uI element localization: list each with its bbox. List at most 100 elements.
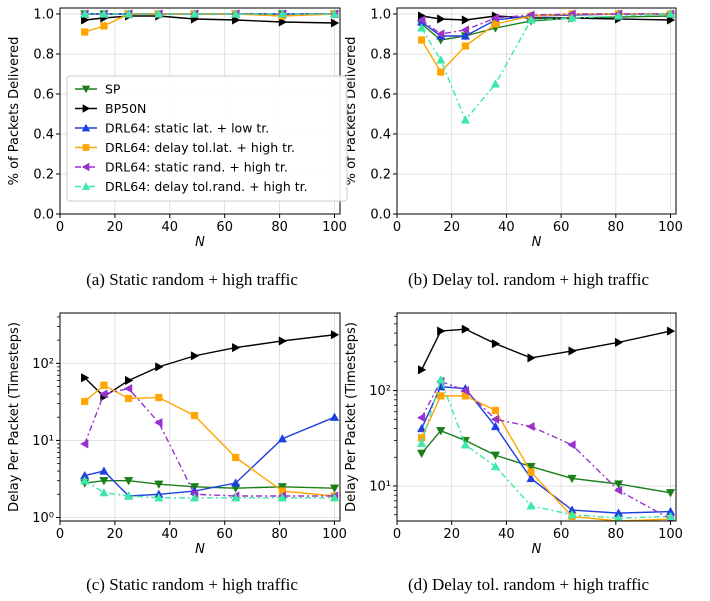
- x-tick-label: 60: [216, 527, 233, 542]
- data-point: [231, 493, 241, 502]
- data-point: [418, 365, 427, 375]
- series-group: [416, 9, 676, 124]
- series-line: [420, 385, 671, 514]
- legend-item: DRL64: delay tol.lat. + high tr.: [75, 140, 295, 155]
- panel-caption: (d) Delay tol. random + high traffic: [408, 575, 650, 594]
- series-line: [420, 380, 671, 520]
- legend-label: BP50N: [105, 101, 146, 116]
- series-line: [84, 480, 335, 489]
- panel-caption: (c) Static random + high traffic: [86, 575, 298, 594]
- data-point: [189, 493, 200, 502]
- series-line: [84, 387, 335, 497]
- legend: SP BP50N DRL64: static lat. + low tr. DRL64…: [66, 75, 348, 202]
- data-point: [100, 381, 108, 389]
- data-point: [665, 511, 676, 521]
- series-line: [421, 13, 671, 74]
- data-point: [232, 453, 240, 462]
- data-point: [490, 414, 500, 424]
- y-tick-label: 0.4: [33, 128, 54, 143]
- y-tick-label: 0.2: [33, 168, 54, 183]
- data-point: [125, 394, 133, 403]
- data-point: [460, 440, 471, 449]
- data-point: [437, 326, 446, 336]
- series-line: [84, 13, 335, 33]
- data-point: [416, 449, 427, 459]
- data-point: [231, 478, 241, 487]
- x-tick-label: 0: [393, 527, 401, 542]
- data-point: [460, 115, 471, 124]
- x-tick-label: 0: [56, 220, 64, 235]
- data-point: [329, 9, 340, 18]
- data-point: [154, 9, 164, 18]
- x-tick-label: 100: [658, 220, 683, 235]
- data-point: [125, 375, 134, 386]
- legend-marker: [82, 104, 91, 113]
- legend-item: DRL64: static rand. + high tr.: [75, 160, 288, 175]
- data-point: [490, 461, 501, 471]
- data-point: [567, 510, 577, 519]
- y-tick-label: 10²: [369, 384, 391, 399]
- x-tick-label: 60: [216, 220, 233, 235]
- data-point: [567, 13, 577, 22]
- data-point: [665, 9, 676, 18]
- data-point: [460, 31, 471, 40]
- legend-marker: [81, 182, 91, 190]
- series-line: [84, 416, 335, 497]
- y-tick-label: 0.0: [370, 208, 391, 223]
- series-line: [84, 384, 335, 497]
- data-point: [568, 346, 577, 356]
- data-point: [527, 353, 536, 363]
- data-point: [567, 440, 576, 450]
- y-tick-label: 10¹: [32, 434, 54, 449]
- data-point: [81, 397, 89, 406]
- x-axis-label: N: [532, 542, 542, 557]
- plot-frame: [59, 312, 341, 522]
- data-point: [81, 373, 90, 383]
- data-point: [614, 513, 623, 521]
- x-tick-label: 80: [608, 527, 625, 542]
- data-point: [154, 480, 164, 489]
- legend-label: DRL64: static lat. + low tr.: [105, 121, 269, 136]
- data-point: [526, 15, 536, 24]
- legend-label: DRL64: static rand. + high tr.: [105, 160, 288, 175]
- x-tick-label: 80: [271, 527, 288, 542]
- data-point: [460, 25, 469, 35]
- data-point: [277, 483, 287, 492]
- y-tick-label: 10²: [32, 357, 54, 372]
- legend-marker: [81, 162, 90, 172]
- panel-b: 0 20 40 60 80 100 0.0 0.2 0.4 0.6 0.8 1.0 N % of Pack…: [344, 7, 683, 289]
- data-point: [154, 418, 163, 428]
- data-point: [232, 342, 241, 353]
- y-tick-label: 1.0: [370, 8, 391, 23]
- y-tick-label: 0.0: [33, 208, 54, 223]
- data-point: [155, 362, 164, 372]
- data-point: [490, 79, 501, 88]
- legend-label: DRL64: delay tol.lat. + high tr.: [105, 140, 295, 155]
- y-axis-label: Delay Per Packet (Timesteps): [7, 322, 22, 512]
- y-tick-label: 0.8: [33, 48, 54, 63]
- data-point: [665, 489, 676, 498]
- x-tick-label: 20: [443, 527, 460, 542]
- data-point: [99, 389, 108, 399]
- data-point: [329, 412, 340, 421]
- data-point: [666, 326, 676, 336]
- y-axis-label: % of Packets Delivered: [344, 37, 359, 186]
- data-point: [99, 477, 109, 486]
- data-point: [436, 55, 446, 64]
- data-point: [491, 406, 500, 415]
- data-point: [436, 29, 445, 39]
- plot-frame: [396, 7, 677, 215]
- data-point: [416, 423, 427, 433]
- y-tick-label: 0.6: [33, 88, 54, 103]
- y-tick-label: 0.4: [370, 128, 391, 143]
- data-point: [490, 421, 501, 431]
- x-tick-label: 20: [107, 527, 124, 542]
- data-point: [155, 393, 163, 402]
- data-point: [189, 9, 200, 18]
- x-tick-label: 80: [608, 220, 625, 235]
- data-point: [99, 466, 109, 475]
- data-point: [99, 487, 109, 497]
- series-line: [420, 328, 671, 371]
- plot-frame: [396, 312, 677, 522]
- data-point: [231, 9, 241, 18]
